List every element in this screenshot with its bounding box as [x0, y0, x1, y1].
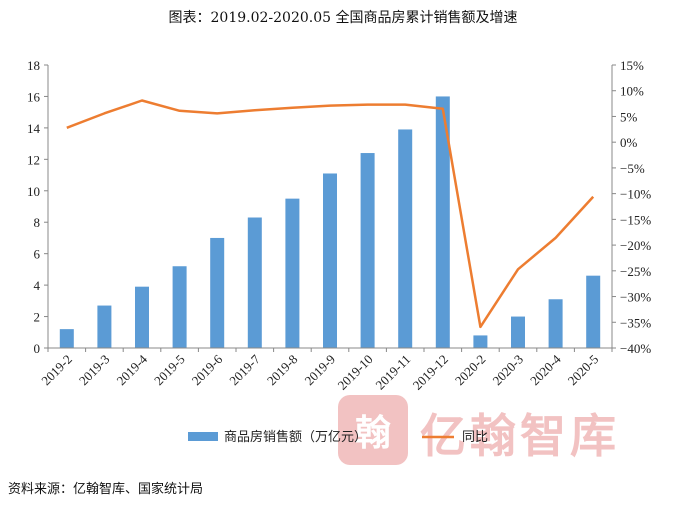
bar — [172, 266, 187, 348]
chart-title: 图表：2019.02-2020.05 全国商品房累计销售额及增速 — [169, 9, 518, 26]
right-tick-label: −35% — [620, 315, 651, 330]
left-tick-label: 2 — [34, 310, 41, 325]
left-tick-label: 14 — [27, 121, 41, 136]
bar — [285, 198, 300, 348]
right-tick-label: −40% — [620, 341, 651, 356]
bar — [473, 335, 488, 348]
right-tick-label: −25% — [620, 264, 651, 279]
x-tick-label: 2019-10 — [334, 352, 375, 393]
bar — [586, 275, 601, 348]
right-tick-label: −5% — [620, 161, 645, 176]
bar — [59, 329, 74, 348]
left-tick-label: 16 — [27, 89, 41, 104]
x-tick-label: 2020-2 — [452, 352, 489, 389]
bar — [360, 153, 375, 348]
right-tick-label: 15% — [620, 58, 644, 73]
legend: 商品房销售额（万亿元） 同比 — [188, 429, 488, 445]
bar — [435, 96, 450, 348]
bar — [548, 299, 563, 348]
watermark-seal-text: 翰 — [355, 413, 391, 454]
bar — [323, 173, 337, 348]
x-tick-label: 2019-4 — [113, 351, 150, 388]
watermark-seal — [338, 395, 408, 465]
left-tick-label: 10 — [27, 184, 40, 199]
x-tick-label: 2020-5 — [565, 352, 602, 389]
x-tick-label: 2019-9 — [301, 352, 338, 389]
right-tick-label: −20% — [620, 238, 651, 253]
x-tick-label: 2020-4 — [527, 351, 564, 388]
bar — [97, 305, 112, 348]
legend-line-label: 同比 — [462, 430, 488, 445]
x-tick-label: 2019-8 — [264, 352, 301, 389]
bar — [210, 237, 225, 348]
left-tick-label: 0 — [34, 341, 41, 356]
right-tick-label: −10% — [620, 187, 651, 202]
right-tick-label: 5% — [620, 109, 638, 124]
x-tick-label: 2019-2 — [38, 352, 75, 389]
axes — [47, 65, 613, 349]
bar-series — [59, 96, 601, 348]
left-tick-label: 6 — [34, 247, 41, 262]
bar — [247, 217, 262, 348]
right-tick-label: 10% — [620, 84, 644, 99]
left-tick-label: 4 — [34, 278, 41, 293]
x-tick-label: 2019-12 — [410, 352, 451, 393]
x-tick-label: 2019-11 — [372, 352, 413, 393]
right-tick-label: −30% — [620, 290, 651, 305]
right-tick-label: −15% — [620, 212, 651, 227]
bar — [398, 129, 413, 348]
x-tick-label: 2019-3 — [76, 352, 113, 389]
right-axis-ticks: 15% 10% 5% 0% −5% −10% −15% −20% −25% −30% −35% −40… — [612, 58, 651, 356]
left-axis-ticks: 0 2 4 6 8 10 12 14 16 18 — [27, 58, 48, 356]
x-tick-label: 2019-6 — [189, 351, 226, 388]
bar — [511, 316, 525, 348]
right-tick-label: 0% — [620, 135, 638, 150]
left-tick-label: 8 — [34, 215, 41, 230]
x-tick-label: 2019-5 — [151, 352, 188, 389]
legend-bar-label: 商品房销售额（万亿元） — [224, 429, 367, 445]
line-series — [66, 99, 595, 329]
x-tick-label: 2020-3 — [489, 352, 526, 389]
source-note: 资料来源：亿翰智库、国家统计局 — [8, 481, 203, 497]
legend-bar-swatch — [188, 432, 218, 441]
x-tick-label: 2019-7 — [226, 351, 263, 388]
left-tick-label: 12 — [27, 152, 40, 167]
x-axis-ticks: 2019-2 2019-3 2019-4 2019-5 2019-6 2019-7 2019… — [38, 348, 613, 393]
left-tick-label: 18 — [27, 58, 40, 73]
bar — [135, 286, 149, 348]
